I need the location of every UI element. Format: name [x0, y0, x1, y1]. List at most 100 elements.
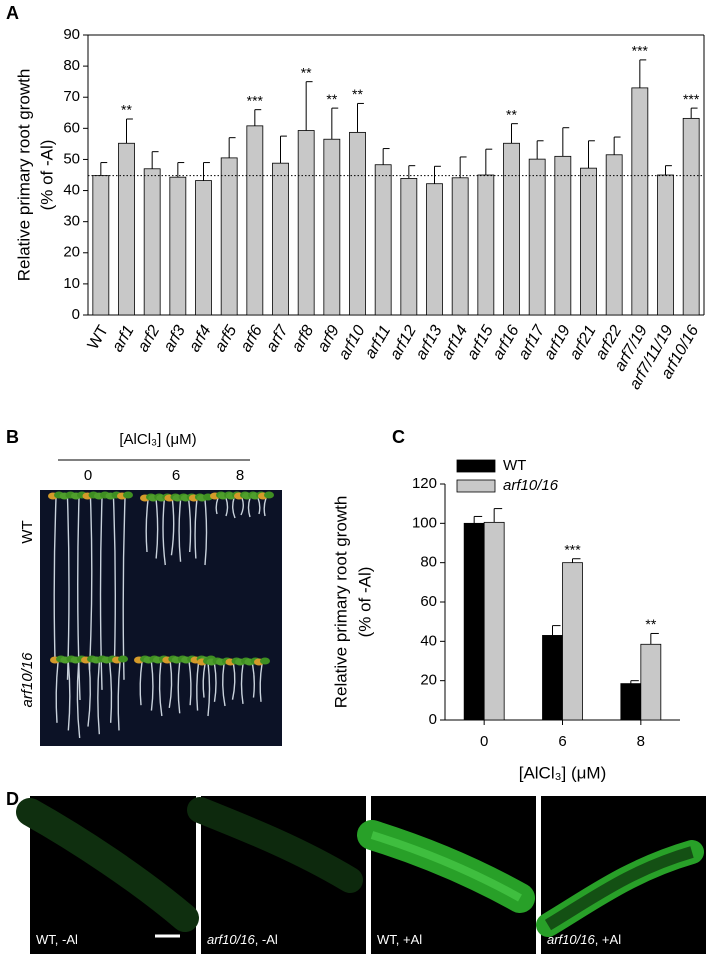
bar: [323, 138, 341, 316]
label-genotype: WT: [36, 932, 56, 947]
y-axis-label: Relative primary root growth: [331, 496, 350, 709]
significance: ***: [247, 92, 264, 108]
significance: ***: [632, 43, 649, 59]
seedling-leaf: [118, 655, 128, 663]
bar: [620, 683, 642, 721]
label-genotype: arf10/16: [547, 932, 595, 947]
bar: [426, 183, 443, 316]
seedling-root: [88, 497, 93, 670]
micrograph-labels: WT, -Al arf10/16, -Al WT, +Al arf10/16, +Al: [36, 932, 621, 947]
bar: [143, 168, 161, 316]
seedling-root: [87, 661, 91, 727]
panel-label: D: [6, 789, 19, 809]
seedling-root: [99, 497, 103, 690]
seedling-root: [240, 497, 244, 516]
micrograph-label: arf10/16, -Al: [207, 932, 278, 947]
seedling-root: [150, 661, 154, 711]
panel-label: A: [6, 3, 19, 23]
label-genotype: arf10/16: [207, 932, 255, 947]
micrograph-label: arf10/16, +Al: [547, 932, 621, 947]
y-tick-label: 0: [429, 711, 437, 728]
seedling-root: [207, 661, 211, 717]
bar: [297, 130, 315, 316]
y-tick-label: 120: [412, 475, 437, 492]
root: [16, 798, 199, 932]
bar: [640, 643, 662, 721]
seedling-root: [55, 661, 59, 723]
bar: [169, 176, 187, 316]
bar: [554, 155, 572, 316]
bar: [118, 142, 135, 316]
seedling-root: [188, 499, 192, 553]
seedling-root: [263, 497, 267, 517]
label-genotype: WT: [377, 932, 397, 947]
legend-label: WT: [503, 457, 526, 474]
bar: [483, 521, 505, 721]
seedling-root: [97, 661, 101, 735]
bar: [220, 157, 238, 316]
bar: [503, 142, 520, 316]
seedling-root: [77, 497, 81, 701]
micrograph-label: WT, -Al: [36, 932, 78, 947]
label-treatment: , -Al: [55, 932, 78, 947]
x-tick-label: 6: [558, 733, 566, 750]
seedling-root: [139, 661, 143, 706]
seedling-root: [215, 497, 219, 515]
bar: [562, 562, 583, 721]
label-treatment: , +Al: [396, 932, 422, 947]
seedling-root: [213, 663, 217, 702]
bar: [349, 131, 366, 316]
seedling-root: [225, 497, 229, 517]
seedling-root: [170, 499, 175, 556]
seedling-root: [67, 661, 71, 731]
significance: **: [352, 86, 363, 102]
x-tick-label: arf2: [135, 323, 164, 355]
seedling-root: [53, 497, 57, 660]
significance: ***: [564, 541, 581, 557]
seedling-leaf: [260, 657, 270, 665]
seedling-root: [231, 663, 236, 700]
significance: **: [326, 91, 337, 107]
seedling-root: [232, 497, 236, 519]
seedling-root: [247, 497, 251, 518]
x-tick-label: WT: [85, 322, 112, 352]
significance: ***: [683, 91, 700, 107]
seedling-root: [196, 661, 200, 711]
bar: [580, 167, 597, 316]
y-tick-label: 80: [420, 554, 437, 571]
seedling-root: [257, 497, 261, 515]
panel-label: C: [392, 427, 405, 447]
seedling-root: [155, 499, 159, 559]
label-treatment: , +Al: [595, 932, 621, 947]
y-tick-label: 10: [63, 275, 80, 292]
y-axis-label: (% of -Al): [37, 140, 56, 211]
seedling-root: [162, 499, 166, 566]
x-tick-label: arf5: [212, 323, 241, 355]
row-label: arf10/16: [19, 652, 36, 708]
y-tick-label: 60: [420, 593, 437, 610]
root: [370, 831, 522, 902]
bar: [463, 522, 485, 721]
legend-swatch: [456, 459, 496, 473]
seedling-root: [168, 661, 173, 709]
seedling-root: [251, 663, 255, 698]
significance: **: [301, 64, 312, 80]
bar: [246, 125, 264, 316]
seedling-root: [178, 499, 182, 562]
y-tick-label: 20: [63, 244, 80, 261]
seedling-root: [177, 661, 181, 714]
seedling-root: [202, 663, 206, 698]
seedling-leaf: [264, 491, 274, 499]
bar: [528, 158, 546, 316]
significance: **: [121, 102, 132, 118]
panel-label: B: [6, 427, 19, 447]
y-tick-label: 100: [412, 514, 437, 531]
y-tick-label: 20: [420, 672, 437, 689]
y-tick-label: 90: [63, 26, 80, 43]
micrograph-label: WT, +Al: [377, 932, 422, 947]
seedling-leaf: [123, 491, 133, 499]
y-axis-label: (% of -Al): [355, 567, 374, 638]
y-tick-label: 70: [63, 88, 80, 105]
seedling-root: [117, 661, 121, 731]
bar: [374, 164, 392, 316]
